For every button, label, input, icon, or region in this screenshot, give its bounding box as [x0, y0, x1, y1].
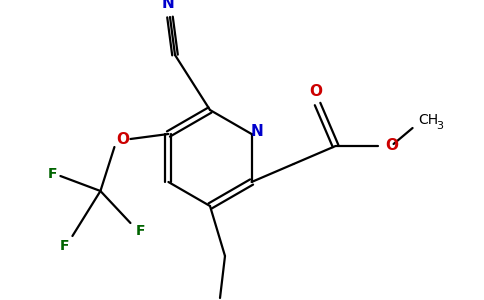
- Text: N: N: [162, 0, 174, 11]
- Text: F: F: [48, 167, 57, 181]
- Text: N: N: [250, 124, 263, 139]
- Text: CH: CH: [419, 113, 439, 127]
- Text: 3: 3: [437, 121, 443, 131]
- Text: O: O: [386, 139, 398, 154]
- Text: O: O: [116, 131, 129, 146]
- Text: O: O: [309, 83, 322, 98]
- Text: F: F: [136, 224, 145, 238]
- Text: F: F: [60, 239, 69, 253]
